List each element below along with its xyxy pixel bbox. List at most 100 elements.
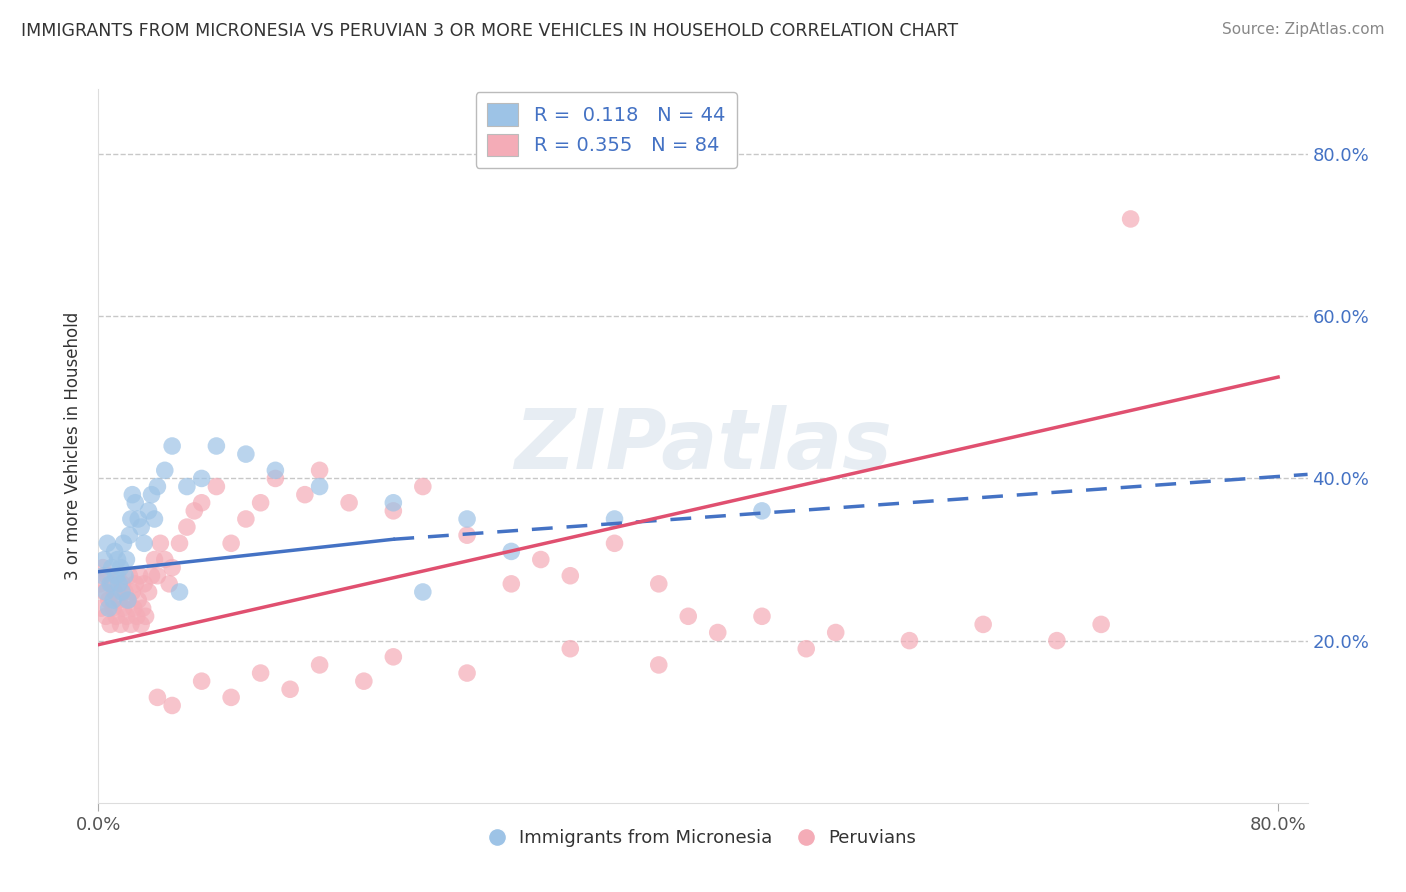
- Point: [111, 585, 134, 599]
- Point: [648, 577, 671, 591]
- Point: [134, 577, 156, 591]
- Point: [141, 488, 163, 502]
- Point: [117, 593, 139, 607]
- Point: [146, 690, 169, 705]
- Point: [101, 593, 124, 607]
- Point: [111, 577, 134, 591]
- Point: [112, 536, 135, 550]
- Point: [530, 552, 553, 566]
- Point: [153, 463, 176, 477]
- Point: [219, 536, 242, 550]
- Point: [176, 479, 198, 493]
- Point: [91, 560, 114, 574]
- Point: [138, 504, 160, 518]
- Point: [678, 609, 700, 624]
- Point: [560, 641, 582, 656]
- Point: [115, 552, 138, 566]
- Point: [107, 568, 129, 582]
- Point: [648, 657, 671, 672]
- Point: [97, 593, 120, 607]
- Point: [219, 690, 242, 705]
- Point: [105, 568, 128, 582]
- Point: [149, 536, 172, 550]
- Point: [122, 601, 145, 615]
- Point: [751, 504, 773, 518]
- Point: [183, 504, 205, 518]
- Text: ZIPatlas: ZIPatlas: [515, 406, 891, 486]
- Point: [898, 633, 921, 648]
- Point: [94, 585, 117, 599]
- Point: [160, 560, 183, 574]
- Point: [107, 552, 129, 566]
- Point: [751, 609, 773, 624]
- Point: [94, 609, 117, 624]
- Point: [382, 496, 405, 510]
- Point: [97, 601, 120, 615]
- Point: [308, 479, 330, 493]
- Point: [127, 512, 149, 526]
- Point: [501, 544, 523, 558]
- Point: [115, 609, 138, 624]
- Point: [249, 666, 271, 681]
- Point: [190, 471, 212, 485]
- Point: [135, 609, 157, 624]
- Point: [121, 488, 143, 502]
- Point: [560, 568, 582, 582]
- Point: [294, 488, 316, 502]
- Point: [93, 585, 115, 599]
- Point: [308, 657, 330, 672]
- Point: [157, 577, 180, 591]
- Point: [118, 528, 141, 542]
- Point: [456, 666, 478, 681]
- Point: [169, 536, 191, 550]
- Point: [382, 504, 405, 518]
- Point: [96, 568, 118, 582]
- Point: [120, 512, 142, 526]
- Point: [129, 520, 152, 534]
- Point: [96, 536, 118, 550]
- Point: [143, 552, 166, 566]
- Point: [235, 512, 257, 526]
- Point: [337, 496, 360, 510]
- Point: [603, 512, 626, 526]
- Point: [1090, 617, 1112, 632]
- Point: [1119, 211, 1142, 226]
- Point: [91, 568, 114, 582]
- Point: [108, 593, 131, 607]
- Point: [117, 593, 139, 607]
- Y-axis label: 3 or more Vehicles in Household: 3 or more Vehicles in Household: [65, 312, 83, 580]
- Point: [98, 617, 121, 632]
- Point: [143, 512, 166, 526]
- Point: [146, 568, 169, 582]
- Point: [90, 601, 112, 615]
- Text: IMMIGRANTS FROM MICRONESIA VS PERUVIAN 3 OR MORE VEHICLES IN HOUSEHOLD CORRELATI: IMMIGRANTS FROM MICRONESIA VS PERUVIAN 3…: [21, 22, 959, 40]
- Point: [108, 577, 131, 591]
- Point: [160, 439, 183, 453]
- Point: [264, 471, 287, 485]
- Point: [114, 585, 136, 599]
- Point: [141, 568, 163, 582]
- Point: [98, 577, 121, 591]
- Point: [824, 625, 846, 640]
- Point: [308, 463, 330, 477]
- Point: [794, 641, 817, 656]
- Point: [190, 496, 212, 510]
- Legend: Immigrants from Micronesia, Peruvians: Immigrants from Micronesia, Peruvians: [482, 822, 924, 855]
- Point: [249, 496, 271, 510]
- Point: [205, 439, 228, 453]
- Point: [138, 585, 160, 599]
- Point: [1046, 633, 1069, 648]
- Point: [118, 568, 141, 582]
- Point: [205, 479, 228, 493]
- Point: [110, 560, 132, 574]
- Point: [101, 601, 124, 615]
- Point: [169, 585, 191, 599]
- Point: [125, 609, 148, 624]
- Point: [127, 593, 149, 607]
- Point: [114, 568, 136, 582]
- Point: [412, 585, 434, 599]
- Point: [278, 682, 301, 697]
- Point: [176, 520, 198, 534]
- Point: [110, 617, 132, 632]
- Point: [129, 617, 152, 632]
